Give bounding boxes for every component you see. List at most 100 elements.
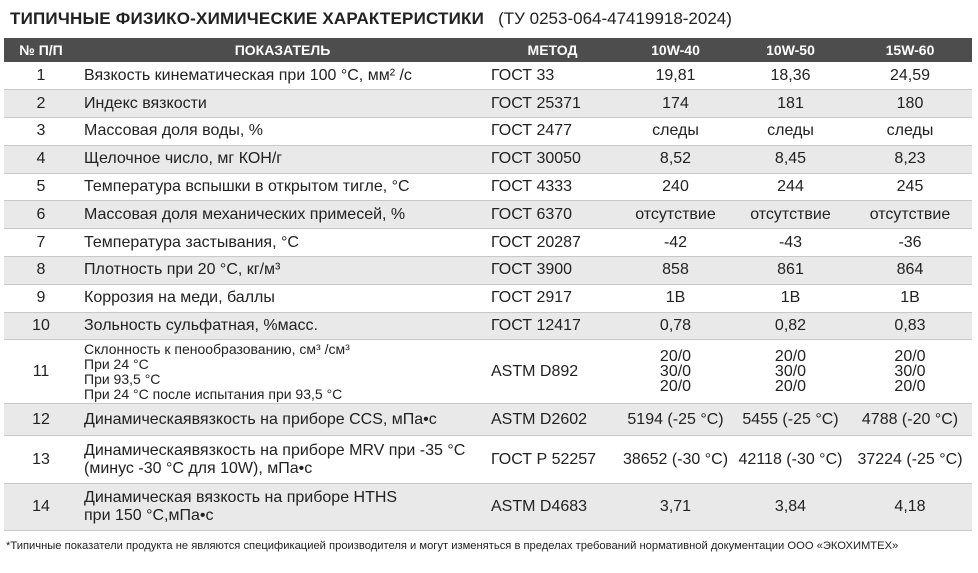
value-cell: 24,59 [848,62,972,91]
cell-text: 244 [777,178,804,196]
value-cell: 8,23 [848,145,972,174]
method: ГОСТ 20287 [487,228,618,258]
value-cell: 5194 (-25 °С) [618,403,733,437]
cell-text: ASTM D2602 [491,410,588,428]
cell-line: Динамическаявязкость на приборе MRV при … [84,441,466,459]
value-cell: отсутствие [848,200,972,230]
value-cell: следы [848,117,972,146]
subtitle: (ТУ 0253-064-47419918-2024) [498,9,732,28]
cell-text: Индекс вязкости [84,94,207,112]
cell-text: ГОСТ 2477 [491,122,573,140]
cell-text: 8,23 [894,150,926,168]
cell-text: 6 [36,205,46,223]
cell-line: 20/0 [659,378,692,396]
indicator: Коррозия на меди, баллы [78,284,487,313]
cell-line: При 93,5 °С [84,370,161,387]
cell-text: -43 [778,233,803,251]
row-number: 1 [4,62,78,91]
cell-text: 8 [36,261,46,279]
cell-text: ГОСТ 30050 [491,150,581,168]
row-number: 9 [4,284,78,313]
method: ASTM D2602 [487,403,618,437]
value-cell: 3,71 [618,483,733,532]
cell-line: 30/0 [774,363,807,381]
cell-text: 12 [32,410,50,428]
cell-text: Динамическаявязкость на приборе CCS, мПа… [84,410,437,428]
method: ГОСТ 12417 [487,312,618,341]
value-cell: 38652 (-30 °С) [618,435,733,485]
table-row: 12 Динамическаявязкость на приборе CCS, м… [4,403,972,437]
cell-text: 174 [662,94,689,112]
table-row: 6 Массовая доля механических примесей, % Г… [4,200,972,230]
cell-text: 5455 (-25 °С) [742,410,839,428]
header-cell: № П/П [4,38,78,62]
cell-text: 861 [777,261,804,279]
cell-text: 10 [32,317,50,335]
method: ГОСТ 2917 [487,284,618,313]
cell-text: ГОСТ 2917 [491,289,573,307]
indicator: Температура вспышки в открытом тигле, °С [78,173,487,202]
cell-text: 5194 (-25 °С) [627,410,724,428]
method: ГОСТ 33 [487,62,618,91]
cell-text: -42 [663,233,688,251]
value-cell: 181 [733,89,848,119]
value-cell: следы [733,117,848,146]
header-cell: 10W-50 [733,38,848,62]
cell-text: отсутствие [635,205,716,223]
cell-line: 30/0 [894,363,926,381]
method: ГОСТ 4333 [487,173,618,202]
header-cell: МЕТОД [487,38,618,62]
cell-text: ГОСТ 33 [491,66,555,84]
cell-line: 20/0 [894,348,926,366]
method: ГОСТ 30050 [487,145,618,174]
cell-text: следы [886,122,934,140]
table-row: 14 Динамическая вязкость на приборе HTHS п… [4,483,972,532]
cell-line: при 150 °С,мПа•с [84,507,214,525]
value-cell: 19,81 [618,62,733,91]
row-number: 14 [4,483,78,532]
value-cell: 180 [848,89,972,119]
cell-text: ГОСТ 6370 [491,205,573,223]
header-cell: 15W-60 [848,38,972,62]
cell-line: (минус -30 °С для 10W), мПа•с [84,459,313,477]
value-cell: 0,83 [848,312,972,341]
value-cell: 0,78 [618,312,733,341]
value-cell: 861 [733,256,848,285]
row-number: 6 [4,200,78,230]
indicator: Массовая доля воды, % [78,117,487,146]
cell-text: Массовая доля воды, % [84,122,263,140]
cell-text: 13 [32,450,50,468]
cell-text: Температура вспышки в открытом тигле, °С [84,178,410,196]
cell-text: 3,84 [774,498,807,516]
header-cell: 10W-40 [618,38,733,62]
row-number: 2 [4,89,78,119]
title-block: ТИПИЧНЫЕ ФИЗИКО-ХИМИЧЕСКИЕ ХАРАКТЕРИСТИК… [10,9,732,29]
value-cell: 8,45 [733,145,848,174]
cell-text: 1В [665,289,686,307]
cell-line: 30/0 [659,363,692,381]
cell-text: Коррозия на меди, баллы [84,289,275,307]
table-row: 2 Индекс вязкости ГОСТ 25371 174 181 180 [4,89,972,119]
row-number: 10 [4,312,78,341]
cell-text: 864 [896,261,924,279]
row-number: 8 [4,256,78,285]
cell-text: отсутствие [750,205,831,223]
cell-text: 11 [32,362,50,380]
table-row: 4 Щелочное число, мг КОН/г ГОСТ 30050 8,52 8… [4,145,972,174]
cell-text: ГОСТ 20287 [491,233,581,251]
method: ГОСТ 25371 [487,89,618,119]
cell-text: 240 [662,178,689,196]
table-row: 1 Вязкость кинематическая при 100 °С, мм²… [4,62,972,91]
cell-text: Зольность сульфатная, %масс. [84,317,318,335]
indicator: Динамическая вязкость на приборе HTHS при… [78,483,487,532]
cell-line: 20/0 [659,348,692,366]
row-number: 12 [4,403,78,437]
header-row: № П/П ПОКАЗАТЕЛЬ МЕТОД 10W-40 10W-50 15W-60 [4,38,972,62]
indicator: Температура застывания, °С [78,228,487,258]
cell-line: 20/0 [894,378,926,396]
indicator: Плотность при 20 °С, кг/м³ [78,256,487,285]
indicator: Склонность к пенообразованию, см³ /см³ Пр… [78,339,487,405]
value-cell: 4788 (-20 °С) [848,403,972,437]
value-cell: 20/0 30/0 20/0 [848,339,972,405]
cell-text: 7 [36,233,46,251]
